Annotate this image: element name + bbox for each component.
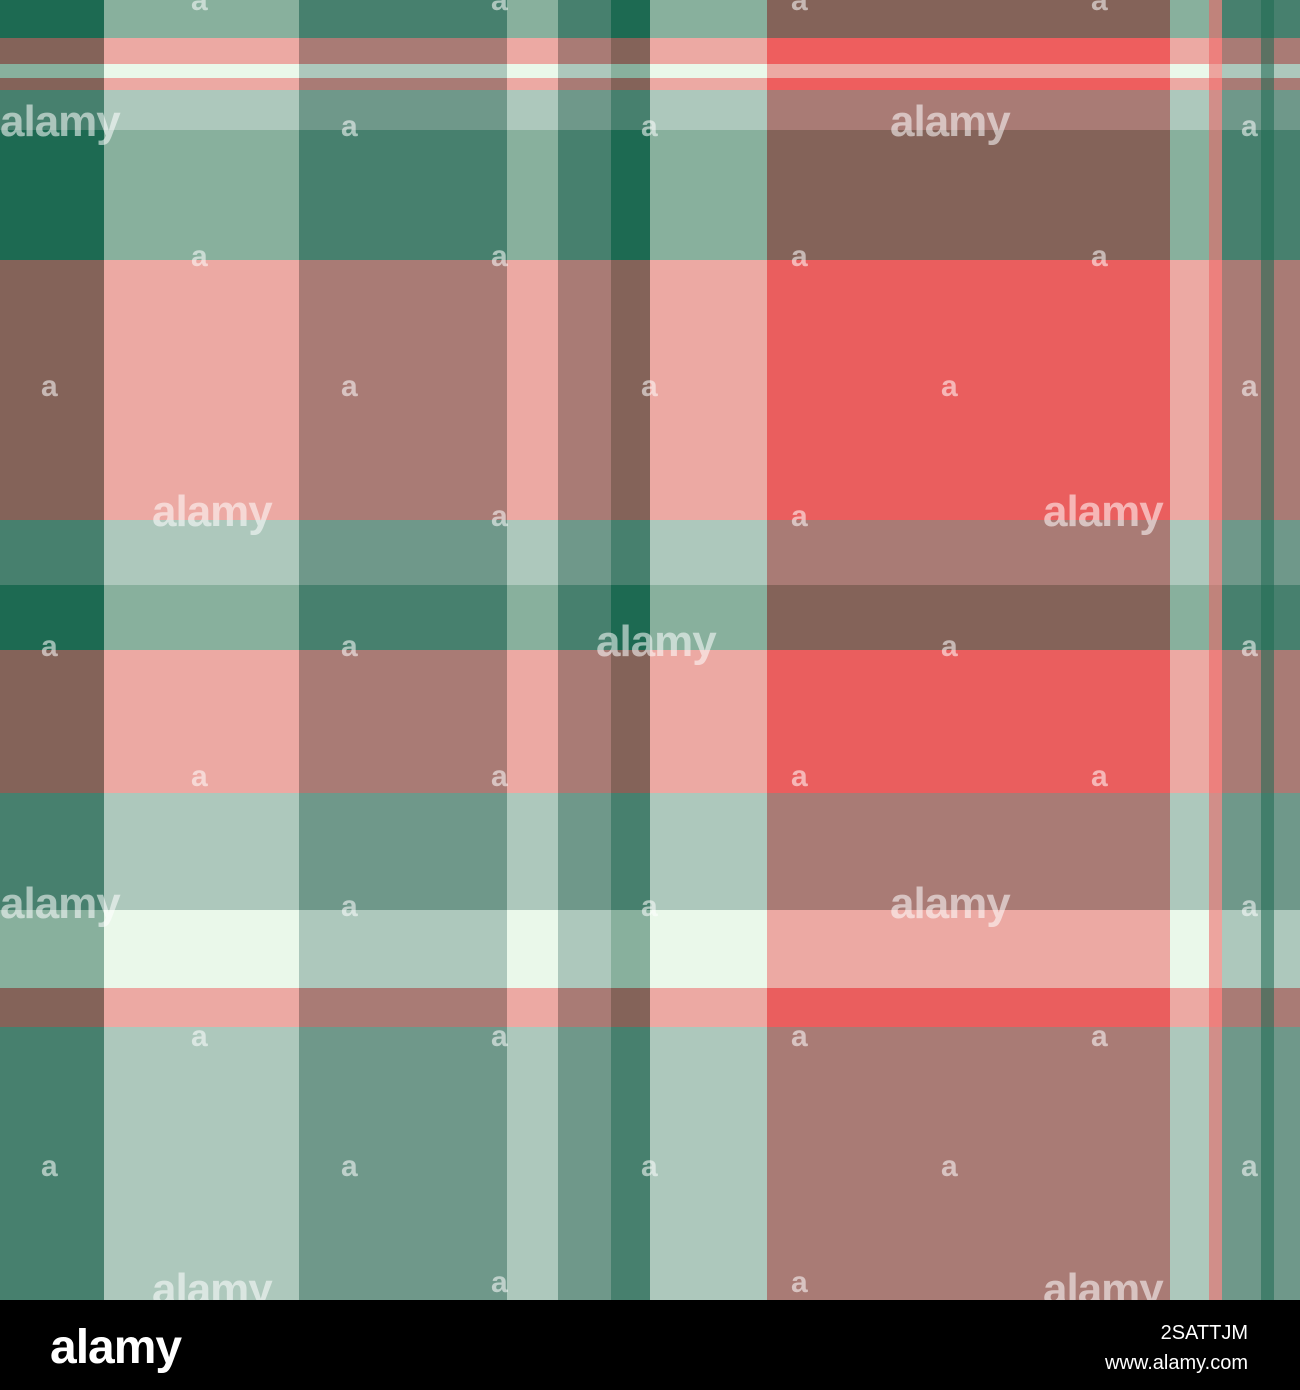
column-stripe-dark-left [0, 0, 104, 1300]
image-id: 2SATTJM [1160, 1322, 1248, 1344]
alamy-logo: alamy [50, 1321, 182, 1374]
stock-footer: alamy 2SATTJM www.alamy.com [0, 1300, 1300, 1390]
column-stripe-right-dark-thin [1261, 0, 1274, 1300]
plaid-pattern-image [0, 0, 1300, 1300]
column-stripe-right-red-thin [1209, 0, 1222, 1300]
column-stripe-medium-2 [558, 0, 611, 1300]
column-stripe-red [767, 0, 1170, 1300]
column-stripe-medium-1 [299, 0, 507, 1300]
site-url: www.alamy.com [1105, 1352, 1248, 1374]
column-stripe-dark-center [611, 0, 650, 1300]
